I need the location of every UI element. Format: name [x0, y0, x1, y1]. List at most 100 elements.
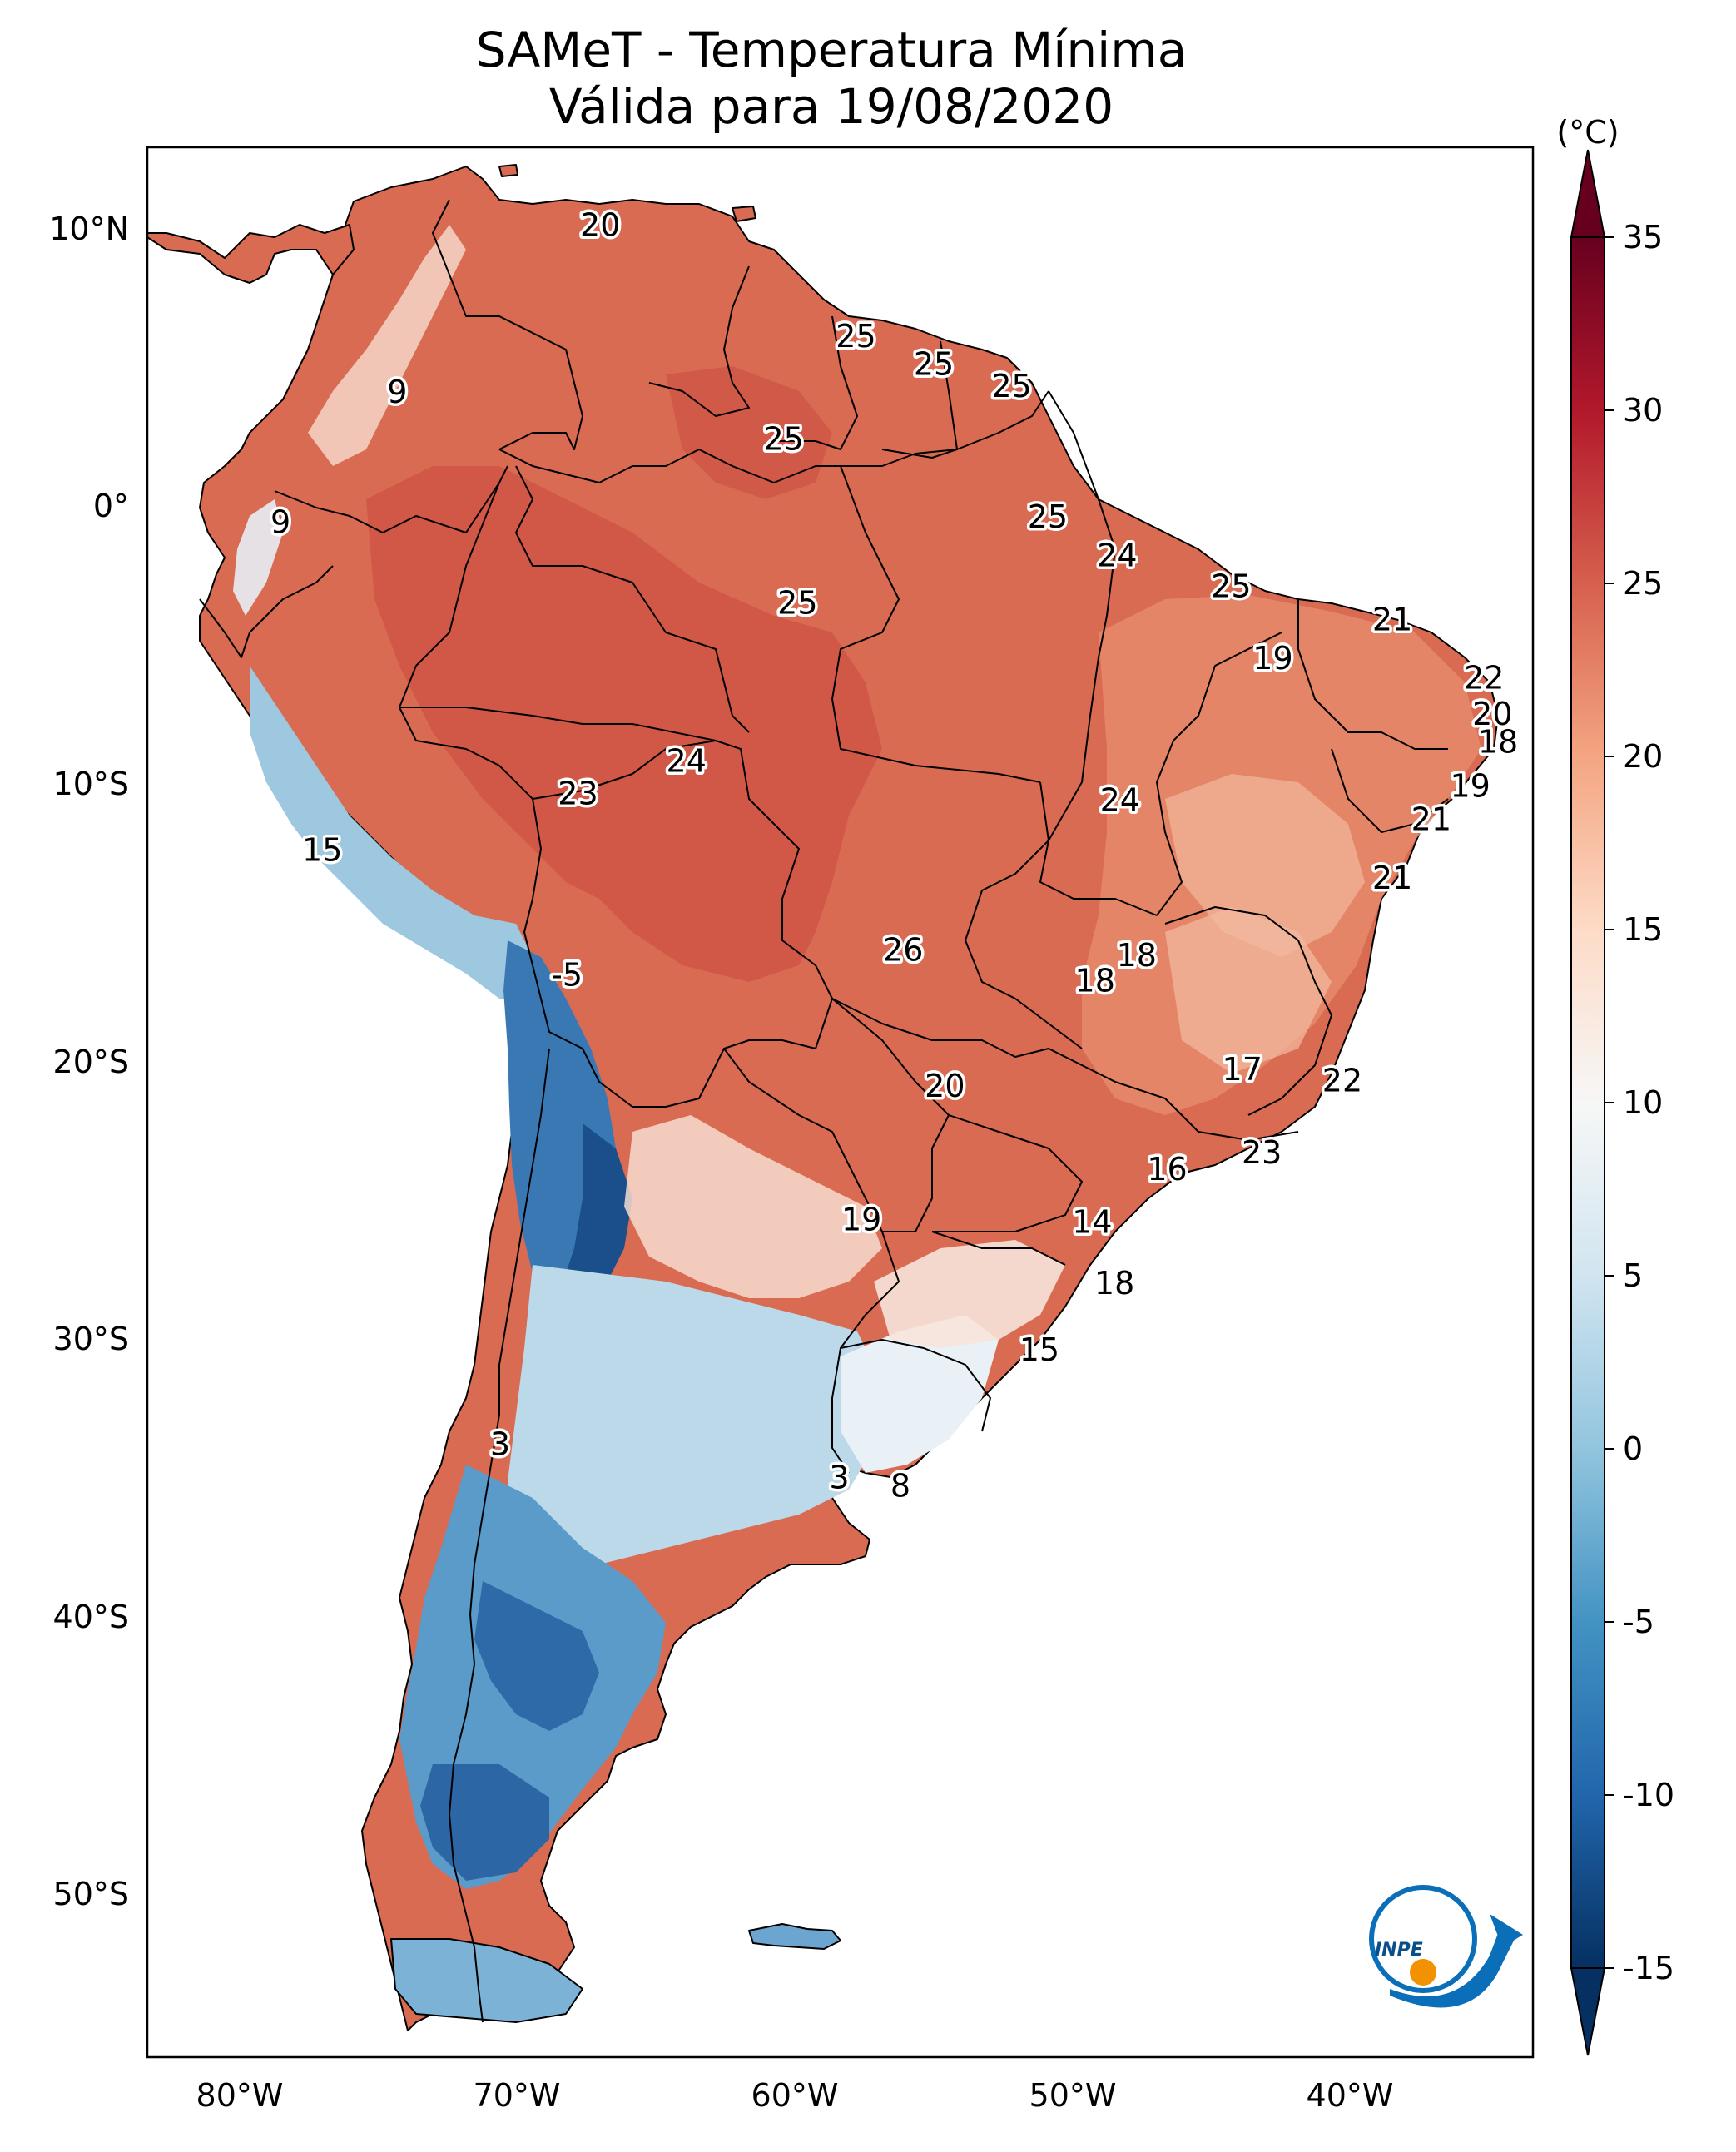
station-value-label: 25 [777, 584, 817, 621]
border-brazil-states-5 [965, 781, 1083, 1049]
warm-core-2 [666, 366, 832, 499]
border-chile-argentina [449, 1048, 550, 2023]
tierra-del-fuego [390, 1938, 583, 2023]
inpe-logo: INPE [1369, 1885, 1523, 2008]
station-value-label: 21 [1411, 801, 1451, 838]
station-value-label: 22 [1322, 1062, 1362, 1098]
border-bolivia-brazil [632, 740, 833, 999]
lat-label-10s: 10°S [53, 766, 129, 802]
lat-label-40s: 40°S [53, 1599, 129, 1635]
station-value-label: 19 [1252, 640, 1292, 677]
station-value-label: 19 [841, 1201, 881, 1237]
colorbar-tick-label: 35 [1623, 219, 1663, 255]
inpe-logo-text: INPE [1375, 1940, 1423, 1961]
border-ecuador-peru [199, 565, 334, 658]
ecuador-cool [233, 499, 283, 616]
border-bolivia-chile-argentina [532, 964, 833, 1108]
station-value-label: 23 [558, 776, 598, 812]
colorbar-tick-label: 20 [1623, 738, 1663, 775]
border-brazil-states-7 [831, 998, 1299, 1141]
station-value-label: 3 [829, 1460, 849, 1496]
station-value-label: 21 [1372, 601, 1412, 637]
rio-grande-pale [874, 1240, 1065, 1348]
station-value-label: 20 [580, 207, 620, 244]
longitude-labels: 80°W 70°W 60°W 50°W 40°W [196, 2077, 1394, 2114]
station-value-label: 16 [1147, 1151, 1187, 1188]
inpe-logo-swoosh [1390, 1922, 1515, 2008]
peru-andes-cold [250, 666, 541, 999]
country-borders [199, 199, 1449, 2023]
colorbar-tick-label: -10 [1623, 1777, 1674, 1813]
border-brazil-states-10 [1164, 906, 1332, 1116]
lat-label-10n: 10°N [49, 211, 129, 247]
border-brazil-states-11 [1297, 599, 1448, 750]
lon-label-70w: 70°W [474, 2077, 561, 2114]
caribbean-island [732, 206, 756, 222]
falkland-islands [748, 1923, 841, 1950]
lon-label-50w: 50°W [1029, 2077, 1117, 2114]
minas-pale [1165, 907, 1332, 1074]
latitude-labels: 10°N 0° 10°S 20°S 30°S 40°S 50°S [49, 211, 129, 1912]
caribbean-island-2 [498, 164, 518, 177]
station-value-label: 18 [1478, 723, 1518, 760]
station-value-label: 15 [1019, 1331, 1059, 1368]
station-value-label: 20 [925, 1068, 965, 1104]
colorbar-ticks: 35 30 25 20 15 10 5 0 -5 -10 -15 [1605, 219, 1674, 1986]
border-brazil-states-6 [1156, 632, 1282, 916]
andes-north-cool [308, 225, 466, 466]
border-peru-brazil [399, 482, 633, 800]
map-title: SAMeT - Temperatura Mínima [476, 22, 1188, 78]
lat-label-50s: 50°S [53, 1876, 129, 1912]
station-value-label: 25 [991, 368, 1031, 404]
station-value-label: 21 [1372, 860, 1412, 896]
colorbar-tick-label: 5 [1623, 1257, 1643, 1294]
colorbar-unit: (°C) [1556, 114, 1619, 151]
border-brazil-states-4 [1039, 390, 1158, 916]
border-venezuela-guyana [648, 265, 750, 417]
chaco-pale [624, 1115, 882, 1298]
border-colombia-venezuela [432, 199, 583, 450]
station-value-label: 19 [1450, 768, 1490, 805]
uruguay-pale [841, 1315, 999, 1473]
border-brazil-states-1 [399, 707, 717, 741]
border-colombia-peru [274, 465, 508, 533]
station-value-label: 15 [302, 831, 342, 868]
lat-label-20s: 20°S [53, 1044, 129, 1080]
border-paraguay [723, 998, 950, 1232]
station-value-label: 25 [914, 345, 954, 382]
colorbar-tick-label: -15 [1623, 1950, 1674, 1986]
station-value-label: 25 [836, 318, 875, 355]
station-value-label: 3 [490, 1426, 510, 1463]
colorbar-body [1570, 236, 1605, 1969]
station-value-label: 9 [387, 374, 407, 410]
station-value-label: 17 [1223, 1051, 1262, 1088]
station-value-label: 20 [1472, 696, 1512, 732]
central-brazil-pale [1165, 774, 1365, 957]
border-uruguay-brazil [840, 1339, 991, 1432]
lat-label-30s: 30°S [53, 1321, 129, 1357]
inpe-logo-ring [1369, 1885, 1477, 1993]
colorbar-tick-label: 25 [1623, 565, 1663, 602]
station-value-label: 23 [1242, 1134, 1282, 1171]
border-peru-bolivia [523, 798, 542, 966]
border-brazil-states-12 [1331, 748, 1449, 833]
border-brazil-north [498, 390, 1049, 483]
station-value-label: 22 [1464, 660, 1504, 697]
colorbar-tick-label: 30 [1623, 392, 1663, 429]
inpe-logo-arrow [1490, 1914, 1523, 1947]
station-value-label: 24 [1100, 781, 1140, 818]
station-value-label: 24 [1097, 538, 1137, 574]
lon-label-80w: 80°W [196, 2077, 284, 2114]
station-value-label: 25 [1211, 568, 1251, 604]
map-subtitle: Válida para 19/08/2020 [549, 78, 1114, 135]
station-value-label: 25 [763, 421, 803, 458]
plot-frame [146, 146, 1535, 2059]
station-value-label: -5 [551, 957, 583, 994]
border-brazil-states-3 [831, 465, 1041, 783]
pampas-cool [508, 1265, 882, 1581]
station-value-label: 18 [1094, 1265, 1134, 1302]
station-value-label: 26 [883, 932, 923, 969]
border-brazil-states-2 [515, 465, 750, 733]
